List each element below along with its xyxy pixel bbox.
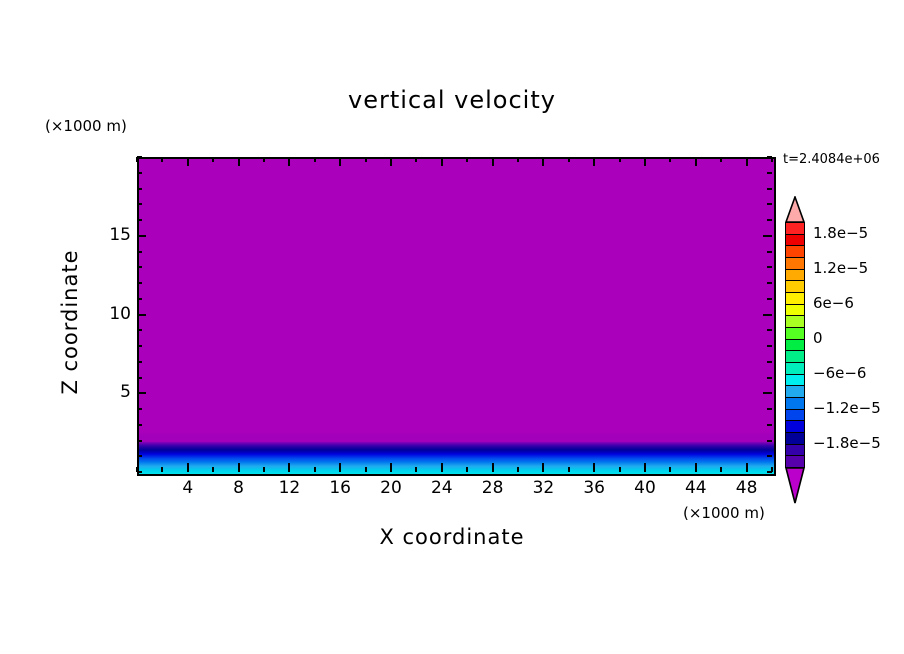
colorbar-tick-label: −1.2e−5 — [813, 398, 881, 417]
x-tick-label: 24 — [430, 478, 453, 498]
colorbar-cap-bottom — [784, 467, 806, 504]
colorbar — [784, 194, 806, 504]
time-annotation: t=2.4084e+06 — [783, 152, 880, 167]
x-tick-labels: 4 8 12 16 20 24 28 32 36 40 44 48 — [137, 478, 772, 502]
colorbar-tick-label: 1.2e−5 — [813, 258, 869, 277]
x-tick-label: 48 — [735, 478, 758, 498]
x-tick-label: 28 — [481, 478, 504, 498]
x-tick-label: 16 — [329, 478, 351, 498]
x-tick-label: 8 — [233, 478, 244, 498]
y-tick-label: 10 — [109, 303, 131, 324]
plot-area — [137, 157, 776, 476]
x-axis-units-label: (×1000 m) — [683, 504, 765, 522]
colorbar-tick-label: 6e−6 — [813, 293, 854, 312]
colorbar-tick-label: −6e−6 — [813, 363, 867, 382]
x-tick-label: 40 — [634, 478, 656, 498]
colorbar-cap-top — [784, 194, 806, 223]
x-tick-label: 32 — [532, 478, 555, 498]
y-tick-labels: 5 10 15 — [87, 157, 131, 472]
y-tick-label: 5 — [120, 382, 131, 403]
colorbar-tick-labels: 1.8e−5 1.2e−5 6e−6 0 −6e−6 −1.2e−5 −1.8e−5 — [785, 222, 895, 467]
colorbar-tick-label: 0 — [813, 328, 823, 347]
x-tick-label: 4 — [182, 478, 194, 498]
vertical-velocity-field — [139, 159, 774, 474]
x-tick-label: 36 — [583, 478, 605, 498]
x-axis-title: X coordinate — [379, 525, 525, 549]
y-tick-label: 15 — [109, 224, 131, 245]
colorbar-tick-label: −1.8e−5 — [813, 433, 881, 452]
y-axis-units-label: (×1000 m) — [45, 117, 127, 135]
x-tick-label: 12 — [278, 478, 301, 498]
y-axis-title: Z coordinate — [58, 249, 82, 395]
colorbar-tick-label: 1.8e−5 — [813, 223, 869, 242]
page-title: vertical velocity — [348, 86, 556, 114]
x-tick-label: 20 — [380, 478, 402, 498]
x-tick-label: 44 — [684, 478, 707, 498]
